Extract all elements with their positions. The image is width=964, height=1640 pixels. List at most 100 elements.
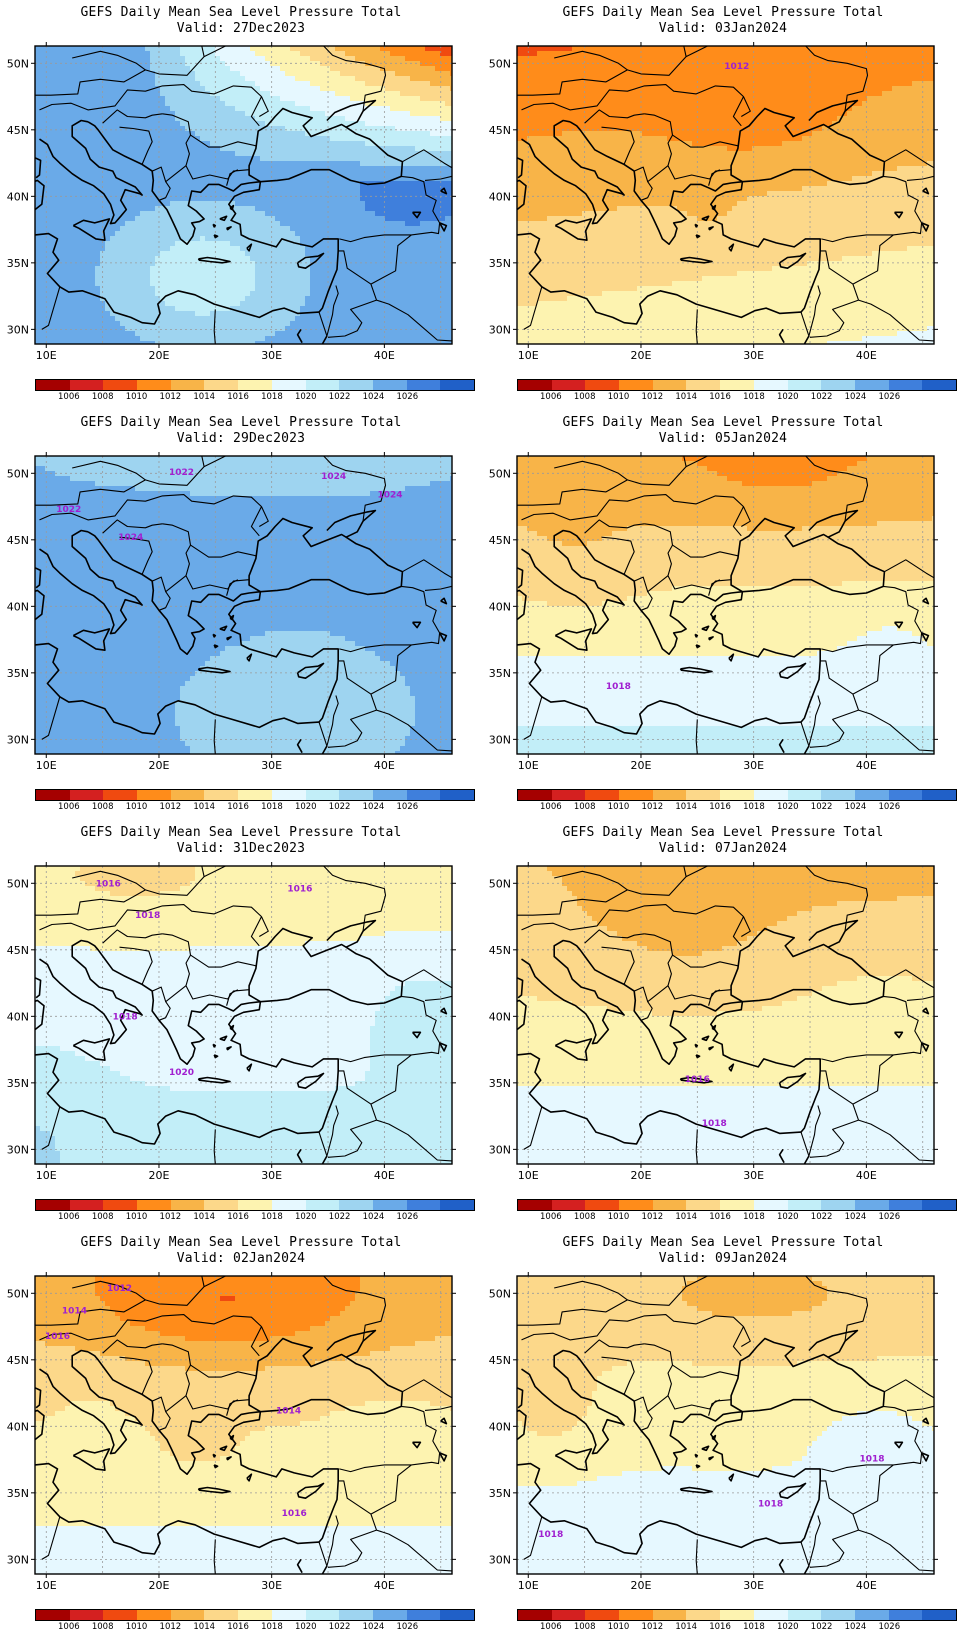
contour-label: 1014 [276,1406,301,1416]
contour-label: 1024 [377,491,402,501]
lon-tick-label: 40E [374,1169,395,1182]
colorbar-swatch [69,790,104,800]
colorbar-tick-label: 1016 [227,1622,249,1632]
contour-labels: 1016 1016 1018 1018 1020 [96,879,313,1078]
colorbar-swatch [854,1610,889,1620]
panel-title: GEFS Daily Mean Sea Level Pressure Total [0,825,482,841]
lon-tick-label: 20E [630,1579,651,1592]
contour-labels: 1012 1014 1016 1014 1016 [45,1284,307,1519]
lat-tick-label: 35N [7,1487,29,1500]
lat-tick-label: 40N [489,1010,511,1023]
contour-label: 1012 [724,62,749,72]
colorbar-tick-label: 1020 [295,802,317,812]
colorbar-tick-label: 1012 [160,1622,182,1632]
colorbar-swatch [372,790,407,800]
colorbar-tick-label: 1008 [574,1212,596,1222]
lon-tick-label: 30E [743,759,764,772]
colorbar-tick-label: 1022 [329,802,351,812]
colorbar-tick-label: 1024 [845,1622,867,1632]
colorbar-swatch [854,380,889,390]
lon-tick-label: 30E [261,1169,282,1182]
colorbar-swatch [137,1200,171,1210]
colorbar-swatch [406,1610,441,1620]
colorbar-tick-label: 1018 [743,802,765,812]
lat-tick-label: 35N [489,257,511,270]
colorbar-tick-label: 1012 [160,1212,182,1222]
colorbar-swatch [204,380,239,390]
lat-tick-label: 35N [489,1077,511,1090]
colorbar-swatch [922,380,956,390]
colorbar-swatch [787,1200,822,1210]
lon-tick-label: 40E [856,1169,877,1182]
colorbar-swatch [137,1610,171,1620]
panel-valid-date: Valid: 05Jan2024 [482,431,964,447]
colorbar-ticks: 1006 1008 1010 1012 1014 1016 1018 1020 1022 1024… [517,1622,957,1634]
pressure-map-panel: GEFS Daily Mean Sea Level Pressure Total… [482,1230,964,1640]
coastlines [517,1276,934,1574]
colorbar-tick-label: 1012 [160,802,182,812]
contour-label: 1022 [56,505,81,515]
colorbar-tick-label: 1008 [92,1212,114,1222]
colorbar-tick-label: 1008 [574,1622,596,1632]
contour-label: 1024 [118,533,143,543]
lat-tick-label: 35N [489,667,511,680]
colorbar-tick-label: 1006 [540,802,562,812]
colorbar-swatch [753,790,788,800]
colorbar-tick-label: 1014 [193,802,215,812]
colorbar-swatch [440,1610,474,1620]
colorbar-swatch [585,1610,620,1620]
colorbar-tick-label: 1022 [329,1622,351,1632]
colorbar-tick-label: 1010 [126,1622,148,1632]
colorbar [517,1609,957,1621]
colorbar-swatch [854,790,889,800]
colorbar-tick-label: 1006 [540,1622,562,1632]
lat-tick-label: 40N [7,600,29,613]
colorbar-swatch [103,380,138,390]
lon-tick-label: 40E [856,759,877,772]
colorbar-ticks: 1006 1008 1010 1012 1014 1016 1018 1020 1022 1024… [517,802,957,814]
colorbar-tick-label: 1010 [126,802,148,812]
lat-tick-label: 35N [7,1077,29,1090]
colorbar-tick-label: 1024 [363,802,385,812]
lon-tick-label: 10E [36,759,57,772]
lon-tick-label: 10E [36,1169,57,1182]
colorbar-swatch [821,380,855,390]
colorbar-tick-label: 1018 [261,392,283,402]
colorbar [35,1609,475,1621]
lat-tick-label: 35N [489,1487,511,1500]
lat-tick-label: 50N [7,1287,29,1300]
colorbar-swatch [440,790,474,800]
contour-label: 1022 [169,468,194,478]
colorbar-ticks: 1006 1008 1010 1012 1014 1016 1018 1020 1022 1024… [35,392,475,404]
pressure-map-panel: GEFS Daily Mean Sea Level Pressure Total… [0,820,482,1230]
colorbar [517,789,957,801]
colorbar-tick-label: 1014 [193,1622,215,1632]
colorbar-tick-label: 1010 [608,1622,630,1632]
lon-tick-label: 40E [374,349,395,362]
colorbar-swatch [170,1610,205,1620]
contour-label: 1018 [859,1454,884,1464]
lon-tick-label: 20E [630,349,651,362]
colorbar-tick-label: 1006 [58,802,80,812]
lat-tick-label: 45N [7,944,29,957]
lon-tick-label: 20E [148,1579,169,1592]
panel-title: GEFS Daily Mean Sea Level Pressure Total [482,5,964,21]
contour-label: 1018 [606,682,631,692]
pressure-fill [517,866,934,1164]
lat-tick-label: 45N [7,534,29,547]
contour-label: 1012 [107,1284,132,1294]
pressure-map-panel: GEFS Daily Mean Sea Level Pressure Total… [0,0,482,410]
colorbar-swatch [854,1200,889,1210]
panel-valid-date: Valid: 09Jan2024 [482,1251,964,1267]
colorbar-tick-label: 1026 [878,392,900,402]
colorbar-swatch [69,1200,104,1210]
colorbar-swatch [619,790,653,800]
colorbar-swatch [821,1200,855,1210]
colorbar-tick-label: 1018 [261,1212,283,1222]
lat-tick-label: 30N [7,1553,29,1566]
colorbar-ticks: 1006 1008 1010 1012 1014 1016 1018 1020 1022 1024… [35,1212,475,1224]
colorbar-swatch [652,1610,687,1620]
colorbar-swatch [238,1610,272,1620]
colorbar [35,1199,475,1211]
colorbar-swatch [238,790,272,800]
